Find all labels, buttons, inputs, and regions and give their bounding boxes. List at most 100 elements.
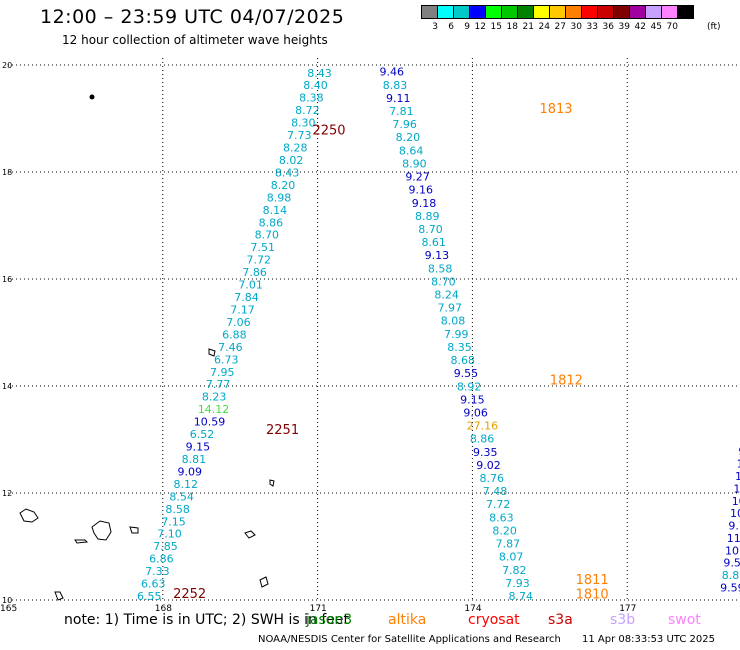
wave-height-value: 14.12 — [198, 403, 230, 416]
wave-height-value: 8.83 — [383, 79, 408, 92]
map-gridlines — [8, 58, 740, 601]
island — [91, 520, 112, 541]
wave-height-value: 7.96 — [392, 118, 417, 131]
wave-height-value: 7.72 — [486, 498, 511, 511]
wave-height-value: 10.99 — [730, 507, 740, 520]
footer-note: note: 1) Time is in UTC; 2) SWH is in fe… — [64, 612, 350, 628]
legend-label: 70 — [666, 22, 678, 32]
wave-height-value: 10.59 — [194, 416, 226, 429]
map-title: 12:00 – 23:59 UTC 04/07/2025 — [40, 6, 345, 28]
generated-timestamp: 11 Apr 08:33:53 UTC 2025 — [582, 634, 715, 645]
legend-label: 18 — [506, 22, 518, 32]
legend-label: 3 — [432, 22, 438, 32]
wave-height-value: 8.64 — [399, 144, 424, 157]
island — [74, 539, 89, 544]
legend-label: 33 — [586, 22, 598, 32]
wave-height-value: 8.92 — [457, 380, 482, 393]
legend-label: 24 — [538, 22, 550, 32]
wave-height-value: 8.86 — [470, 433, 495, 446]
credit-line: NOAA/NESDIS Center for Satellite Applica… — [258, 634, 561, 645]
pass-time-label: 2251 — [266, 423, 299, 438]
wave-height-value: 7.85 — [153, 540, 178, 553]
island — [89, 94, 95, 100]
wave-height-value: 7.46 — [218, 341, 243, 354]
wave-height-value: 8.89 — [415, 210, 440, 223]
wave-height-value: 8.54 — [169, 490, 194, 503]
legend-label: 21 — [522, 22, 534, 32]
wave-height-value: 8.07 — [499, 551, 523, 564]
pass-time-label: 1811 — [576, 573, 609, 588]
wave-height-value: 7.33 — [145, 565, 170, 578]
wave-height-value: 10.9 — [737, 458, 740, 471]
wave-height-value: 9.56 — [723, 557, 740, 570]
wave-height-value: 7.51 — [251, 241, 276, 254]
wave-height-value: 8.63 — [489, 511, 514, 524]
wave-height-value: 7.99 — [444, 328, 469, 341]
satellite-name: swot — [668, 612, 701, 628]
satellite-name: jason3 — [306, 612, 353, 628]
wave-height-value: 8.20 — [492, 524, 517, 537]
wave-height-value: 9.16 — [409, 184, 434, 197]
wave-height-value: 6.63 — [141, 578, 166, 591]
wave-height-value: 7.77 — [206, 378, 231, 391]
wave-height-value: 8.20 — [271, 179, 296, 192]
pass-time-label: 1810 — [576, 587, 609, 602]
lon-label: 165 — [0, 604, 17, 614]
wave-height-value: 8.70 — [255, 229, 280, 242]
wave-height-value: 8.02 — [279, 154, 304, 167]
wave-height-value: 8.86 — [259, 216, 284, 229]
altimeter-track-3: 10108.9.10.910.410.1510.7210.999.7011.75… — [720, 433, 740, 595]
island-outlines — [19, 94, 275, 601]
island — [259, 576, 269, 588]
lon-label: 174 — [464, 604, 481, 614]
wave-height-value: 8.24 — [434, 289, 459, 302]
satellite-name: s3b — [610, 612, 636, 628]
altimeter-track-1: 8.438.408.388.728.307.738.288.028.438.20… — [137, 67, 332, 603]
legend-label: 9 — [464, 22, 470, 32]
legend-label: 6 — [448, 22, 454, 32]
pass-time-label: 2252 — [173, 587, 206, 602]
wave-height-value: 10.4 — [735, 470, 740, 483]
wave-height-value: 8.08 — [441, 315, 466, 328]
pass-time-label: 1813 — [539, 102, 572, 117]
wave-height-value: 7.86 — [242, 266, 267, 279]
map-subtitle: 12 hour collection of altimeter wave hei… — [62, 33, 328, 47]
wave-height-value: 7.72 — [246, 254, 270, 267]
wave-height-value: 10.15 — [733, 482, 740, 495]
legend-label: 30 — [570, 22, 582, 32]
wave-height-value: 8.58 — [165, 503, 190, 516]
wave-height-value: 6.73 — [214, 353, 239, 366]
pass-time-labels: 22502251225218131812181118102 — [173, 102, 609, 602]
wave-height-value: 8.38 — [299, 92, 324, 105]
wave-height-value: 8.14 — [263, 204, 288, 217]
legend-label: 27 — [554, 22, 566, 32]
legend-swatches — [421, 5, 694, 19]
wave-height-value: 8.68 — [450, 354, 475, 367]
wave-height-value: 9.13 — [425, 249, 450, 262]
pass-time-label: 1812 — [550, 373, 583, 388]
wave-height-value: 7.10 — [157, 528, 182, 541]
lat-label: 14 — [2, 382, 12, 391]
wave-height-value: 7.73 — [287, 129, 312, 142]
wave-height-value: 7.81 — [389, 105, 414, 118]
altimeter-track-2: 9.468.839.117.817.968.208.648.909.279.16… — [380, 66, 534, 603]
wave-height-value: 7.97 — [438, 302, 463, 315]
wave-height-value: 7.17 — [230, 303, 255, 316]
island — [129, 526, 139, 534]
island — [244, 530, 256, 539]
wave-height-value: 6.86 — [149, 553, 174, 566]
wave-height-value: 6.52 — [190, 428, 215, 441]
wave-height-value: 8.43 — [307, 67, 332, 80]
legend-label: 42 — [634, 22, 646, 32]
wave-height-value: 8.28 — [283, 142, 308, 155]
lat-label: 12 — [2, 489, 12, 498]
wave-height-value: 7.87 — [496, 538, 521, 551]
island — [54, 591, 64, 601]
wave-height-value: 8.40 — [303, 79, 328, 92]
wave-height-value: 8.58 — [428, 262, 453, 275]
lon-label: 171 — [310, 604, 327, 614]
wave-height-value: 8.76 — [479, 472, 504, 485]
wave-height-value: 9.27 — [405, 171, 430, 184]
